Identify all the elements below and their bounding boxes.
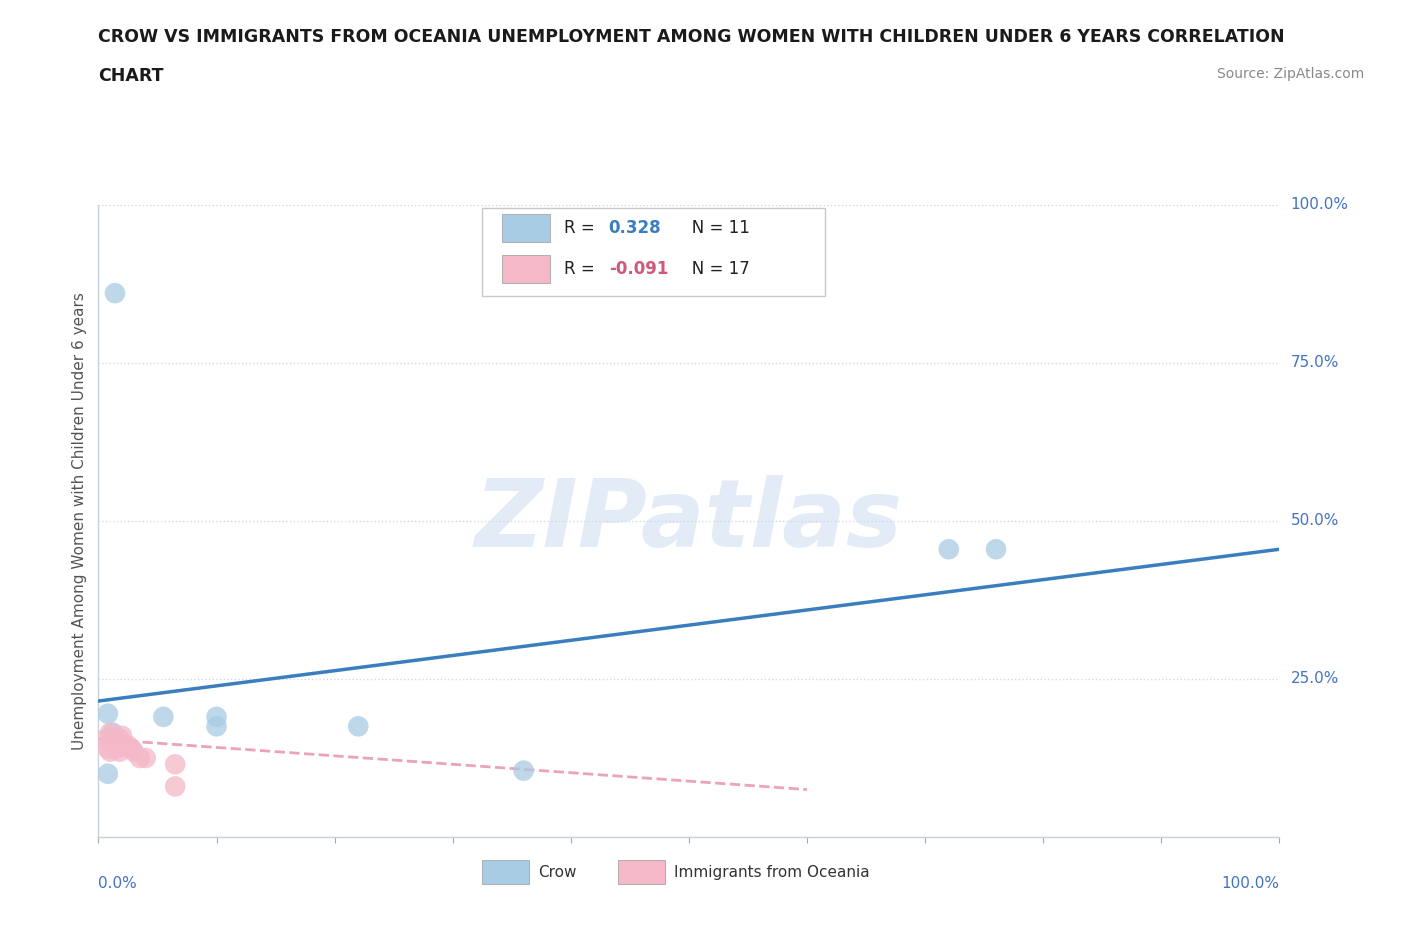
Text: ZIPatlas: ZIPatlas (475, 475, 903, 566)
Point (165, 757, 187, 772)
FancyBboxPatch shape (502, 214, 550, 242)
Point (97, 766, 120, 781)
Point (98, 744, 121, 759)
Point (152, 710, 174, 724)
Text: 0.328: 0.328 (609, 219, 661, 237)
Text: Crow: Crow (537, 865, 576, 880)
Point (117, 737, 139, 752)
Point (101, 732, 124, 747)
Point (101, 725, 124, 740)
Text: 25.0%: 25.0% (1291, 671, 1339, 686)
Point (94, 732, 117, 747)
Point (347, 719, 370, 734)
Text: 0.0%: 0.0% (98, 876, 138, 891)
Point (122, 744, 145, 759)
Point (512, 764, 534, 778)
Y-axis label: Unemployment Among Women with Children Under 6 years: Unemployment Among Women with Children U… (72, 292, 87, 750)
Text: CHART: CHART (98, 67, 165, 85)
Text: R =: R = (564, 219, 600, 237)
Point (104, 286, 127, 300)
Point (97, 706, 120, 721)
Point (205, 719, 228, 734)
Text: CROW VS IMMIGRANTS FROM OCEANIA UNEMPLOYMENT AMONG WOMEN WITH CHILDREN UNDER 6 Y: CROW VS IMMIGRANTS FROM OCEANIA UNEMPLOY… (98, 28, 1285, 46)
Point (938, 542, 960, 557)
Text: 75.0%: 75.0% (1291, 355, 1339, 370)
Point (112, 737, 135, 752)
Point (98, 725, 121, 740)
FancyBboxPatch shape (482, 207, 825, 297)
Text: Immigrants from Oceania: Immigrants from Oceania (673, 865, 869, 880)
Point (135, 751, 157, 765)
Text: 50.0%: 50.0% (1291, 513, 1339, 528)
Text: 100.0%: 100.0% (1291, 197, 1348, 212)
FancyBboxPatch shape (502, 255, 550, 284)
Text: R =: R = (564, 260, 600, 278)
Point (205, 710, 228, 724)
FancyBboxPatch shape (619, 860, 665, 884)
Point (165, 779, 187, 794)
Point (97, 741, 120, 756)
Point (105, 741, 128, 756)
Point (128, 751, 150, 765)
Text: Source: ZipAtlas.com: Source: ZipAtlas.com (1216, 67, 1364, 81)
Point (111, 728, 134, 743)
Text: N = 11: N = 11 (676, 219, 749, 237)
FancyBboxPatch shape (482, 860, 530, 884)
Text: 100.0%: 100.0% (1222, 876, 1279, 891)
Point (108, 732, 131, 747)
Point (108, 744, 131, 759)
Point (984, 542, 1007, 557)
Text: -0.091: -0.091 (609, 260, 668, 278)
Point (121, 741, 143, 756)
Text: N = 17: N = 17 (676, 260, 749, 278)
